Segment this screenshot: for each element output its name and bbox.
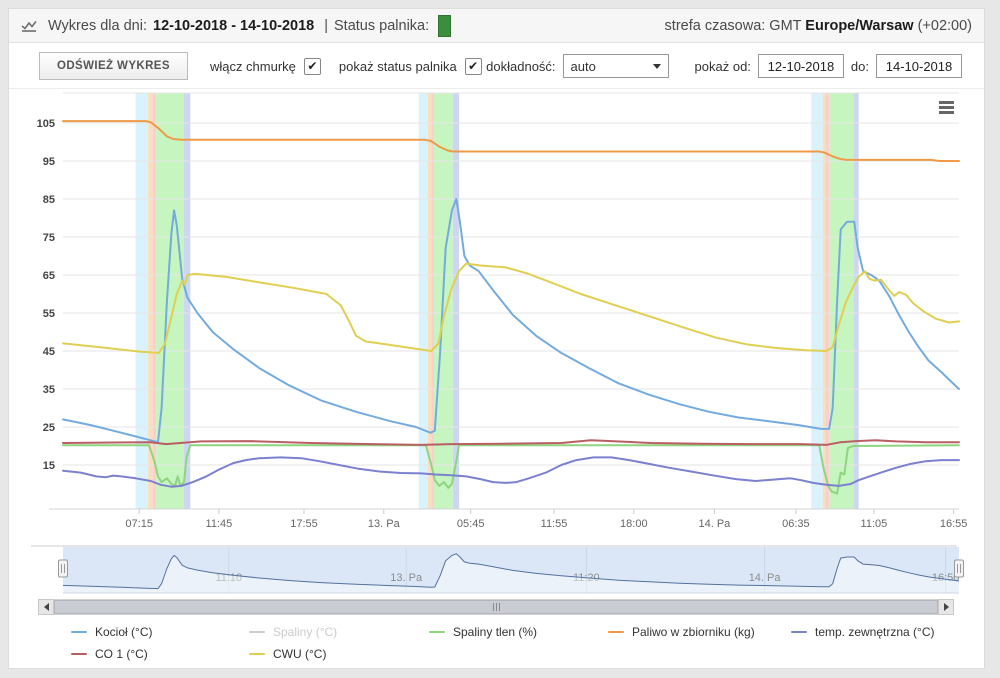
chevron-down-icon xyxy=(652,63,661,69)
legend-marker xyxy=(429,630,445,634)
accuracy-label: dokładność: xyxy=(486,58,556,74)
legend-marker xyxy=(249,652,265,656)
y-axis-label: 95 xyxy=(43,156,55,168)
legend-item[interactable]: Spaliny tlen (%) xyxy=(429,625,608,639)
x-axis-label: 05:45 xyxy=(457,518,485,530)
scrollbar-right-button[interactable] xyxy=(938,599,954,615)
x-axis-label: 17:55 xyxy=(290,518,318,530)
x-axis-label: 11:45 xyxy=(206,518,233,530)
y-axis-label: 45 xyxy=(43,346,55,358)
burner-status-checkbox[interactable] xyxy=(464,57,482,75)
timezone-offset: (+02:00) xyxy=(917,17,972,34)
to-label: do: xyxy=(850,58,869,74)
x-axis-label: 13. Pa xyxy=(368,518,401,530)
timezone-text: strefa czasowa: GMT Europe/Warsaw (+02:0… xyxy=(665,18,972,34)
burner-status-label: Status palnika: xyxy=(334,17,430,34)
legend-label: CO 1 (°C) xyxy=(95,647,148,661)
legend-marker xyxy=(71,652,87,656)
show-from-label: pokaż od: xyxy=(694,58,751,74)
legend-marker xyxy=(608,630,624,634)
y-axis-label: 25 xyxy=(43,422,55,434)
timezone-name: Europe/Warsaw xyxy=(805,17,914,34)
legend-label: CWU (°C) xyxy=(273,647,327,661)
series-line xyxy=(62,456,960,488)
scrollbar-left-button[interactable] xyxy=(38,599,54,615)
series-line xyxy=(62,262,960,354)
navigator-label: 11:10 xyxy=(215,572,242,584)
chart-scrollbar xyxy=(38,599,954,615)
header-bar: Wykres dla dni: 12-10-2018 - 14-10-2018 … xyxy=(9,9,984,43)
arrow-left-icon xyxy=(43,603,49,611)
legend-label: temp. zewnętrzna (°C) xyxy=(815,625,935,639)
y-axis-label: 65 xyxy=(43,270,55,282)
legend-item[interactable]: Paliwo w zbiorniku (kg) xyxy=(608,625,791,639)
legend-item[interactable]: Spaliny (°C) xyxy=(249,625,429,639)
date-from-input[interactable] xyxy=(757,54,844,78)
y-axis-label: 105 xyxy=(37,118,55,130)
navigator-label: 16:50 xyxy=(932,572,960,584)
cloud-checkbox[interactable] xyxy=(303,57,321,75)
legend-marker xyxy=(791,630,807,634)
navigator-handle-right[interactable] xyxy=(954,559,964,578)
x-axis-label: 16:55 xyxy=(940,518,968,530)
series-line xyxy=(62,444,960,495)
navigator-handle-left[interactable] xyxy=(58,559,68,578)
legend-label: Spaliny (°C) xyxy=(273,625,338,639)
chart-legend: Kocioł (°C) Spaliny (°C) Spaliny tlen (%) P… xyxy=(9,615,984,661)
y-axis-label: 85 xyxy=(43,194,55,206)
y-axis-label: 15 xyxy=(43,460,55,472)
x-axis-label: 11:05 xyxy=(861,518,888,530)
toolbar: ODŚWIEŻ WYKRES włącz chmurkę pokaż statu… xyxy=(9,43,984,89)
burner-status-bands xyxy=(135,93,859,509)
legend-label: Kocioł (°C) xyxy=(95,625,153,639)
scrollbar-thumb[interactable] xyxy=(54,600,938,614)
page-title: Wykres dla dni: xyxy=(48,17,147,34)
arrow-right-icon xyxy=(943,603,949,611)
x-axis-label: 11:55 xyxy=(541,518,568,530)
date-range: 12-10-2018 - 14-10-2018 xyxy=(153,17,315,34)
status-checkbox-label: pokaż status palnika xyxy=(338,58,457,74)
separator: | xyxy=(324,17,329,34)
x-axis-label: 14. Pa xyxy=(698,518,731,530)
legend-item[interactable]: Kocioł (°C) xyxy=(71,625,249,639)
legend-item[interactable]: CO 1 (°C) xyxy=(71,647,249,661)
x-axis-label: 18:00 xyxy=(620,518,648,530)
legend-marker xyxy=(249,630,265,634)
burner-status-indicator xyxy=(438,14,452,37)
y-axis-label: 35 xyxy=(43,384,55,396)
cloud-checkbox-label: włącz chmurkę xyxy=(209,58,296,74)
legend-marker xyxy=(71,630,87,634)
accuracy-selected-value: auto xyxy=(570,58,596,74)
date-to-input[interactable] xyxy=(876,54,962,78)
navigator-series-line xyxy=(62,553,960,590)
scrollbar-track[interactable] xyxy=(54,599,938,615)
legend-label: Paliwo w zbiorniku (kg) xyxy=(632,625,755,639)
refresh-chart-button[interactable]: ODŚWIEŻ WYKRES xyxy=(39,52,188,80)
accuracy-select[interactable]: auto xyxy=(562,54,669,78)
x-axis-label: 06:35 xyxy=(782,518,810,530)
main-chart-svg: 15 25 35 45 55 65 75 85 95 105 07:15 11:45 17:55 13. … xyxy=(37,92,968,530)
series-line xyxy=(62,120,960,162)
main-chart-area[interactable]: 15 25 35 45 55 65 75 85 95 105 07:15 11:45 17:55 13. … xyxy=(9,89,984,537)
navigator-area xyxy=(63,553,959,593)
series-line xyxy=(62,439,960,446)
legend-item[interactable]: temp. zewnętrzna (°C) xyxy=(791,625,984,639)
legend-item[interactable]: CWU (°C) xyxy=(249,647,429,661)
y-axis-label: 55 xyxy=(43,308,55,320)
navigator-label: 13. Pa xyxy=(390,572,423,584)
chart-context-menu-icon[interactable] xyxy=(937,99,956,118)
dashboard-card: Wykres dla dni: 12-10-2018 - 14-10-2018 … xyxy=(8,8,985,669)
timezone-prefix: strefa czasowa: GMT xyxy=(664,17,802,34)
navigator-label: 14. Pa xyxy=(749,572,782,584)
y-axis-label: 75 xyxy=(43,232,55,244)
x-axis-label: 07:15 xyxy=(125,518,153,530)
line-chart-icon xyxy=(21,19,38,33)
legend-label: Spaliny tlen (%) xyxy=(453,625,538,639)
